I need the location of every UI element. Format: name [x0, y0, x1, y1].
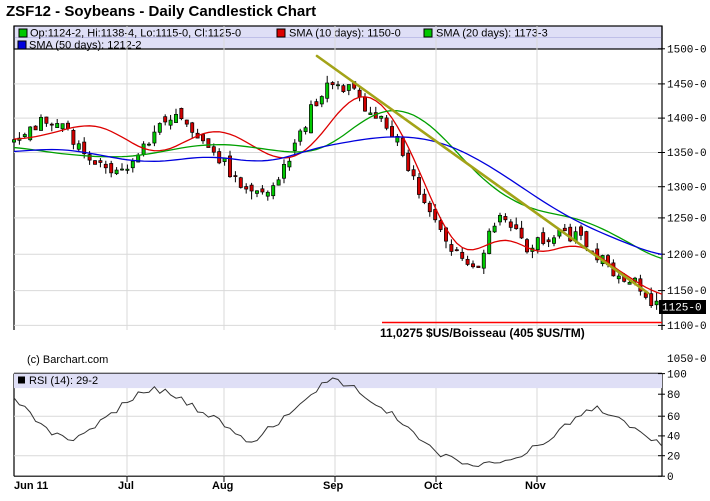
svg-text:Jun 11: Jun 11 — [14, 480, 48, 492]
svg-text:1500-0: 1500-0 — [667, 45, 707, 57]
svg-text:Aug: Aug — [212, 480, 233, 492]
svg-text:1200-0: 1200-0 — [667, 250, 707, 262]
svg-text:SMA (50 days): 1212-2: SMA (50 days): 1212-2 — [29, 40, 142, 52]
svg-text:100: 100 — [667, 370, 687, 382]
svg-text:1250-0: 1250-0 — [667, 214, 707, 226]
svg-text:Op:1124-2, Hi:1138-4, Lo:1115-: Op:1124-2, Hi:1138-4, Lo:1115-0, Cl:1125… — [30, 28, 241, 40]
svg-text:1300-0: 1300-0 — [667, 182, 707, 194]
svg-text:SMA (10 days): 1150-0: SMA (10 days): 1150-0 — [289, 28, 401, 40]
svg-text:80: 80 — [667, 390, 680, 402]
svg-text:20: 20 — [667, 452, 680, 464]
svg-text:1125-0: 1125-0 — [662, 303, 702, 315]
svg-text:60: 60 — [667, 412, 680, 424]
svg-text:SMA (20 days): 1173-3: SMA (20 days): 1173-3 — [436, 28, 548, 40]
svg-text:0: 0 — [667, 472, 674, 484]
svg-text:(c) Barchart.com: (c) Barchart.com — [27, 354, 108, 366]
svg-text:1450-0: 1450-0 — [667, 80, 707, 92]
svg-text:11,0275 $US/Boisseau (405 $US/: 11,0275 $US/Boisseau (405 $US/TM) — [380, 326, 585, 340]
svg-text:Jul: Jul — [118, 480, 134, 492]
svg-text:RSI (14): 29-2: RSI (14): 29-2 — [29, 375, 98, 387]
svg-text:1050-0: 1050-0 — [667, 354, 707, 366]
svg-text:1150-0: 1150-0 — [667, 286, 707, 298]
svg-text:1400-0: 1400-0 — [667, 114, 707, 126]
svg-text:Sep: Sep — [323, 480, 343, 492]
svg-text:40: 40 — [667, 432, 680, 444]
svg-text:1100-0: 1100-0 — [667, 321, 707, 333]
svg-text:Nov: Nov — [525, 480, 547, 492]
svg-text:Oct: Oct — [424, 480, 443, 492]
svg-text:1350-0: 1350-0 — [667, 148, 707, 160]
